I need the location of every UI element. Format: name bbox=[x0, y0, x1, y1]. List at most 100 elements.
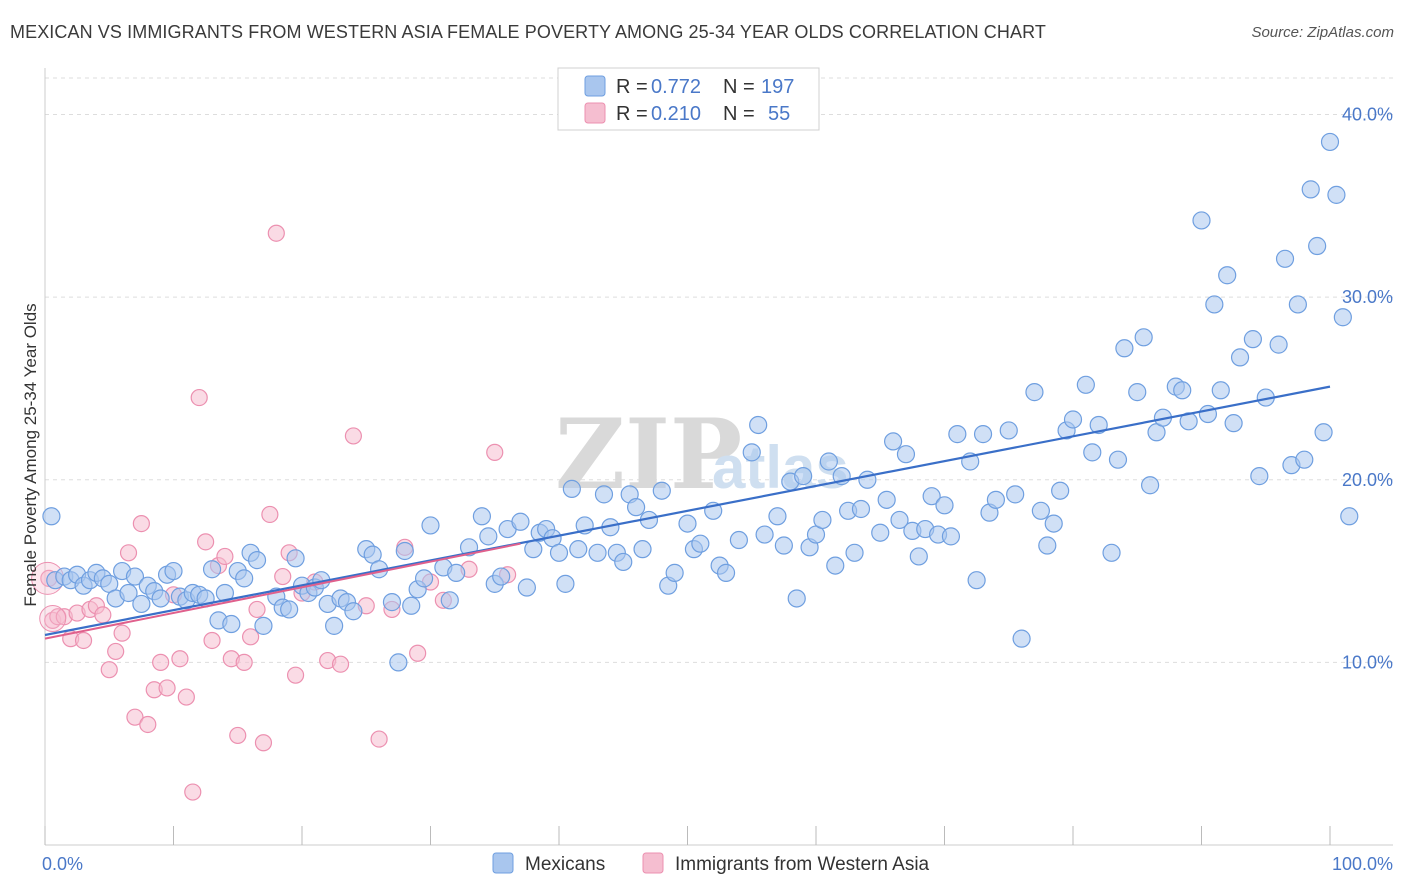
legend-n-value-1: 197 bbox=[761, 76, 794, 98]
mexicans-point bbox=[511, 512, 530, 531]
mexicans-point bbox=[935, 496, 954, 515]
immigrants-point bbox=[94, 606, 112, 624]
immigrants-point bbox=[248, 600, 266, 619]
mexicans-point bbox=[768, 507, 787, 526]
mexicans-point bbox=[421, 516, 440, 535]
trend-lines bbox=[44, 385, 1331, 640]
legend-n-label-2: N = bbox=[723, 103, 755, 125]
bottom-legend-immigrants: Immigrants from Western Asia bbox=[675, 854, 930, 875]
mexicans-point bbox=[222, 614, 241, 634]
immigrants-point bbox=[126, 708, 144, 726]
mexicans-point bbox=[1327, 185, 1346, 204]
mexicans-point bbox=[633, 540, 652, 559]
mexicans-point bbox=[447, 563, 466, 582]
mexicans-point bbox=[1038, 536, 1057, 555]
mexicans-point bbox=[909, 547, 928, 566]
mexicans-point bbox=[941, 527, 961, 546]
mexicans-point bbox=[794, 467, 813, 486]
mexicans-point bbox=[896, 445, 916, 464]
immigrants-point bbox=[286, 666, 305, 684]
mexicans-point bbox=[479, 527, 498, 546]
mexicans-point bbox=[999, 421, 1018, 440]
immigrants-point bbox=[113, 624, 131, 642]
y-tick-label: 30.0% bbox=[1342, 287, 1393, 307]
mexicans-point bbox=[1128, 383, 1147, 402]
mexicans-point bbox=[215, 583, 234, 603]
mexicans-point bbox=[594, 485, 614, 504]
mexicans-point bbox=[1301, 180, 1320, 199]
mexicans-point bbox=[1063, 410, 1083, 429]
mexicans-point bbox=[389, 653, 408, 672]
y-tick-label: 10.0% bbox=[1342, 652, 1393, 672]
immigrants-point bbox=[184, 783, 202, 801]
source-label: Source: ZipAtlas.com bbox=[1251, 24, 1394, 41]
mexicans-point bbox=[1115, 339, 1134, 358]
immigrants-point bbox=[235, 653, 253, 671]
mexicans-point bbox=[845, 543, 864, 562]
immigrants-point bbox=[229, 726, 247, 745]
immigrants-points bbox=[31, 224, 517, 801]
mexicans-point bbox=[871, 523, 890, 542]
immigrants-point bbox=[74, 631, 93, 650]
mexicans-point bbox=[472, 507, 491, 526]
legend-r-value-1: 0.772 bbox=[651, 76, 701, 98]
immigrants-point bbox=[132, 514, 150, 533]
mexicans-point bbox=[151, 589, 170, 608]
mexicans-point bbox=[742, 443, 761, 462]
mexicans-point bbox=[254, 616, 273, 635]
mexicans-point bbox=[517, 578, 536, 597]
mexicans-point bbox=[1192, 211, 1211, 230]
y-axis-title: Female Poverty Among 25-34 Year Olds bbox=[21, 303, 40, 606]
mexicans-point bbox=[1051, 481, 1070, 500]
y-tick-label: 40.0% bbox=[1342, 105, 1393, 125]
mexicans-point bbox=[1230, 348, 1250, 367]
immigrants-trend-line bbox=[44, 542, 521, 640]
immigrants-point bbox=[139, 715, 157, 734]
mexicans-point bbox=[325, 616, 344, 635]
mexicans-point bbox=[890, 510, 909, 530]
immigrants-point bbox=[254, 734, 273, 752]
mexicans-point bbox=[119, 583, 138, 603]
mexicans-point bbox=[1333, 308, 1352, 327]
immigrants-point bbox=[344, 427, 362, 445]
mexicans-point bbox=[1308, 236, 1327, 256]
bottom-legend-mexicans: Mexicans bbox=[525, 854, 605, 875]
legend-n-label-1: N = bbox=[723, 76, 755, 98]
legend-r-label-1: R = bbox=[616, 76, 648, 98]
mexicans-point bbox=[1211, 381, 1230, 400]
mexicans-point bbox=[1083, 443, 1102, 462]
mexicans-point bbox=[549, 543, 569, 562]
mexicans-point bbox=[132, 594, 151, 614]
legend-swatch-immigrants bbox=[584, 102, 606, 124]
axes bbox=[44, 68, 1393, 846]
immigrants-point bbox=[119, 544, 138, 562]
mexicans-point bbox=[1314, 423, 1333, 442]
mexicans-point bbox=[286, 549, 305, 568]
mexicans-point bbox=[42, 507, 61, 526]
mexicans-point bbox=[1076, 375, 1095, 394]
mexicans-point bbox=[1134, 328, 1153, 347]
mexicans-point bbox=[562, 479, 581, 498]
immigrants-point bbox=[197, 533, 215, 551]
immigrants-point bbox=[267, 224, 285, 242]
mexicans-point bbox=[492, 567, 511, 586]
mexicans-point bbox=[948, 425, 967, 444]
mexicans-point bbox=[569, 540, 588, 559]
mexicans-point bbox=[1224, 414, 1243, 433]
legend-n-value-2: 55 bbox=[768, 103, 790, 125]
legend: R = 0.772 N = 197 R = 0.210 N = 55 bbox=[557, 67, 820, 131]
mexicans-point bbox=[1243, 330, 1263, 349]
mexicans-point bbox=[819, 452, 838, 471]
mexicans-point bbox=[247, 551, 267, 570]
mexicans-point bbox=[280, 600, 299, 619]
mexicans-point bbox=[691, 534, 710, 553]
mexicans-point bbox=[716, 563, 736, 582]
mexicans-point bbox=[1012, 629, 1031, 648]
immigrants-point bbox=[261, 505, 279, 524]
mexicans-point bbox=[556, 574, 575, 593]
mexicans-point bbox=[851, 499, 871, 519]
mexicans-point bbox=[1025, 383, 1044, 402]
immigrants-point bbox=[331, 655, 350, 673]
mexicans-point bbox=[826, 556, 845, 575]
mexicans-point bbox=[626, 498, 646, 517]
